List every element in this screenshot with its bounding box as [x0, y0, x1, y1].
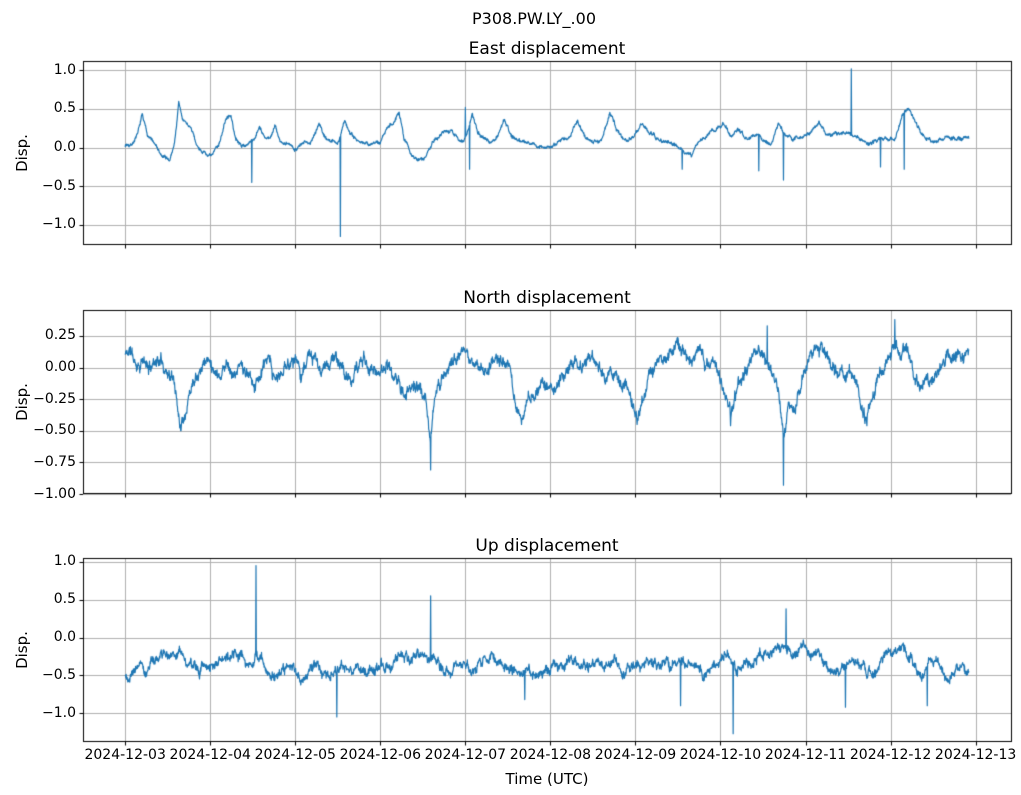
y-tick-label: −1.00	[33, 485, 76, 502]
y-tick-label: 0.0	[53, 139, 76, 156]
y-tick-label: −1.0	[42, 216, 76, 233]
y-tick-label: −0.25	[33, 390, 76, 407]
x-tick-label: 2024-12-11	[764, 747, 847, 763]
x-tick-label: 2024-12-05	[254, 747, 336, 763]
y-tick-label: −0.50	[33, 422, 76, 439]
subplot-title-east: East displacement	[468, 39, 626, 59]
y-tick-label: −1.0	[42, 704, 76, 721]
y-tick-label: 0.5	[53, 591, 76, 608]
x-tick-label: 2024-12-12	[849, 747, 932, 763]
x-tick-label: 2024-12-10	[679, 747, 762, 763]
y-tick-label: −0.5	[42, 177, 76, 194]
subplot-title-up: Up displacement	[475, 536, 619, 556]
y-tick-label: 0.5	[53, 100, 76, 117]
x-tick-label: 2024-12-03	[84, 747, 166, 763]
y-tick-label: 0.00	[44, 359, 76, 376]
x-tick-label: 2024-12-13	[934, 747, 1017, 763]
y-tick-label: 0.25	[44, 327, 76, 344]
x-tick-label: 2024-12-06	[339, 747, 421, 763]
x-tick-label: 2024-12-07	[424, 747, 507, 763]
y-tick-label: −0.5	[42, 666, 76, 683]
figure-title: P308.PW.LY_.00	[472, 9, 596, 28]
y-tick-label: 1.0	[53, 61, 76, 78]
subplot-title-north: North displacement	[463, 288, 631, 308]
x-tick-label: 2024-12-08	[509, 747, 592, 763]
y-tick-label: −0.75	[33, 453, 76, 470]
x-tick-label: 2024-12-04	[169, 747, 251, 763]
x-tick-label: 2024-12-09	[594, 747, 677, 763]
x-axis-label: Time (UTC)	[505, 770, 589, 788]
y-tick-label: 1.0	[53, 553, 76, 570]
y-tick-label: 0.0	[53, 629, 76, 645]
